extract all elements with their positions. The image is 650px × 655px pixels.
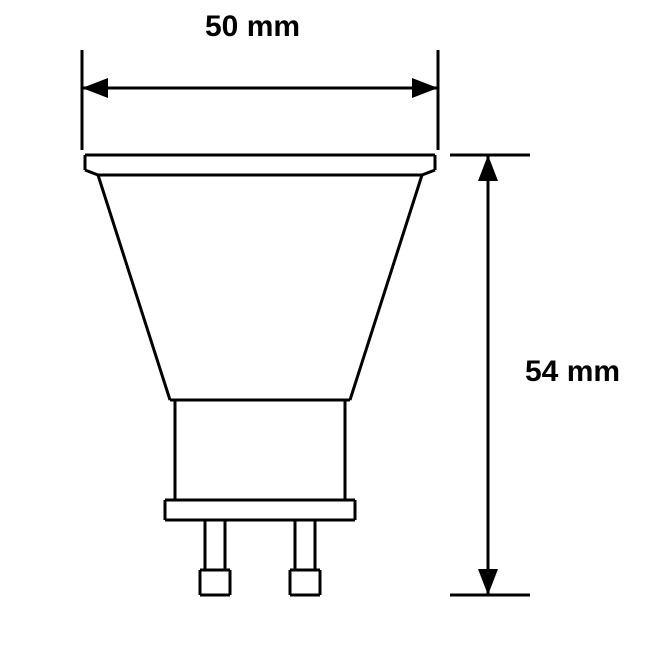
width-arrow-right: [412, 78, 438, 98]
height-arrow-bottom: [478, 569, 498, 595]
bulb-cone-right: [350, 175, 422, 400]
diagram-container: 50 mm 54 mm: [0, 0, 650, 650]
height-arrow-top: [478, 155, 498, 181]
bulb-technical-drawing: [0, 0, 650, 650]
bulb-lip-diag-right: [422, 170, 435, 175]
bulb-cone-left: [98, 175, 170, 400]
height-label: 54 mm: [525, 355, 620, 389]
width-arrow-left: [82, 78, 108, 98]
width-label: 50 mm: [205, 10, 300, 44]
bulb-lip-diag-left: [85, 170, 98, 175]
